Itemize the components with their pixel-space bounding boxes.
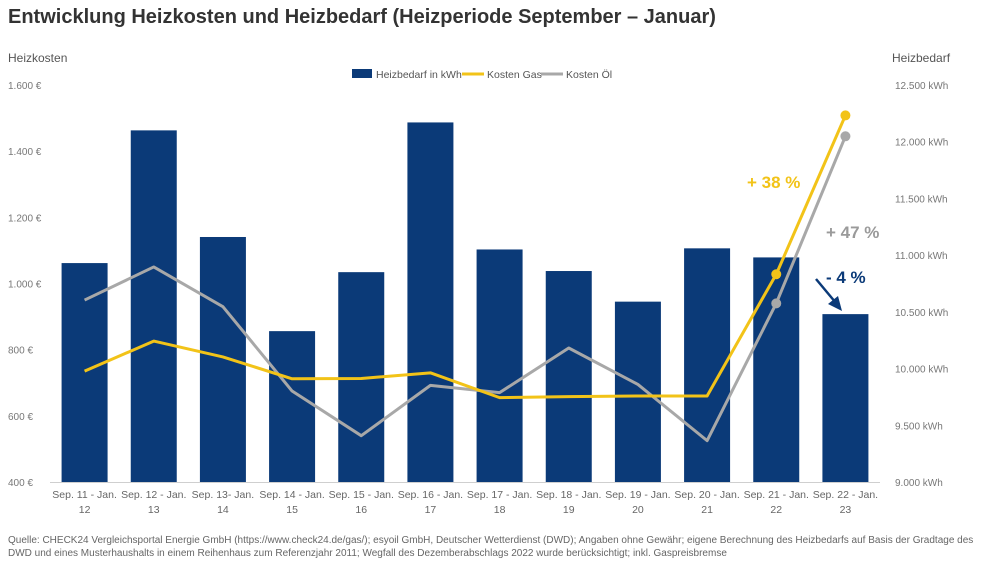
legend-swatch-heizbedarf bbox=[352, 69, 372, 78]
x-tick-label: 15 bbox=[286, 504, 298, 516]
annotation-gas: + 38 % bbox=[747, 173, 800, 192]
decrease-arrow-shaft bbox=[815, 278, 837, 304]
x-tick-label: 22 bbox=[770, 504, 782, 516]
kosten-gas-point bbox=[840, 110, 851, 121]
heizbedarf-bar bbox=[199, 236, 246, 482]
x-tick-label: 17 bbox=[425, 504, 437, 516]
x-tick-label: Sep. 17 - Jan. bbox=[467, 489, 532, 501]
kosten-oel-point bbox=[771, 298, 782, 309]
heizbedarf-bar bbox=[545, 271, 592, 482]
legend-label-heizbedarf: Heizbedarf in kWh bbox=[376, 69, 462, 81]
x-tick-label: Sep. 12 - Jan. bbox=[121, 489, 186, 501]
x-tick-label: 21 bbox=[701, 504, 713, 516]
heizbedarf-bar bbox=[407, 122, 454, 482]
kosten-oel-line bbox=[83, 135, 847, 443]
kosten-oel-point bbox=[840, 131, 851, 142]
right-tick-label: 12.000 kWh bbox=[895, 138, 948, 149]
left-tick-label: 1.600 € bbox=[8, 81, 42, 92]
x-tick-label: Sep. 20 - Jan. bbox=[674, 489, 739, 501]
legend-label-oil: Kosten Öl bbox=[566, 69, 612, 81]
x-tick-label: 13 bbox=[148, 504, 160, 516]
x-tick-label: 14 bbox=[217, 504, 229, 516]
heizbedarf-bar bbox=[614, 301, 661, 482]
decrease-arrow-icon bbox=[828, 296, 842, 311]
annotation-heizbedarf: - 4 % bbox=[826, 268, 866, 287]
x-tick-label: 19 bbox=[563, 504, 575, 516]
heizbedarf-bar bbox=[753, 257, 800, 482]
x-tick-label: Sep. 13- Jan. bbox=[192, 489, 254, 501]
right-tick-label: 10.500 kWh bbox=[895, 308, 948, 319]
right-tick-label: 11.000 kWh bbox=[895, 251, 948, 262]
x-tick-label: 16 bbox=[355, 504, 367, 516]
x-tick-label: Sep. 14 - Jan. bbox=[259, 489, 324, 501]
right-tick-label: 9.000 kWh bbox=[895, 478, 943, 489]
right-tick-label: 10.000 kWh bbox=[895, 365, 948, 376]
annotation-oil: + 47 % bbox=[826, 223, 879, 242]
legend-label-gas: Kosten Gas bbox=[487, 69, 542, 81]
x-tick-label: Sep. 15 - Jan. bbox=[329, 489, 394, 501]
left-tick-label: 400 € bbox=[8, 478, 33, 489]
right-tick-label: 12.500 kWh bbox=[895, 81, 948, 92]
right-axis-title: Heizbedarf bbox=[892, 51, 951, 65]
x-tick-label: Sep. 11 - Jan. bbox=[52, 489, 117, 501]
right-tick-label: 11.500 kWh bbox=[895, 194, 948, 205]
source-note: Quelle: CHECK24 Vergleichsportal Energie… bbox=[8, 535, 974, 559]
x-tick-label: Sep. 18 - Jan. bbox=[536, 489, 601, 501]
heizbedarf-bar bbox=[476, 249, 523, 482]
left-tick-label: 1.000 € bbox=[8, 280, 42, 291]
heizbedarf-bar bbox=[269, 331, 316, 482]
x-tick-label: 12 bbox=[79, 504, 91, 516]
x-tick-label: Sep. 16 - Jan. bbox=[398, 489, 463, 501]
kosten-gas-line bbox=[83, 114, 847, 400]
left-axis-title: Heizkosten bbox=[8, 51, 68, 65]
heizbedarf-bar bbox=[822, 314, 869, 482]
kosten-gas-point bbox=[771, 269, 782, 280]
left-tick-label: 1.400 € bbox=[8, 147, 42, 158]
x-tick-label: 23 bbox=[840, 504, 852, 516]
left-tick-label: 800 € bbox=[8, 346, 33, 357]
heizbedarf-bar bbox=[130, 130, 177, 482]
heizbedarf-bar bbox=[684, 248, 731, 482]
left-tick-label: 1.200 € bbox=[8, 213, 42, 224]
x-tick-label: 20 bbox=[632, 504, 644, 516]
chart-title: Entwicklung Heizkosten und Heizbedarf (H… bbox=[8, 6, 716, 28]
x-tick-label: Sep. 19 - Jan. bbox=[605, 489, 670, 501]
x-tick-label: 18 bbox=[494, 504, 506, 516]
heizbedarf-bar bbox=[61, 263, 108, 482]
left-tick-label: 600 € bbox=[8, 412, 33, 423]
x-tick-label: Sep. 22 - Jan. bbox=[813, 489, 878, 501]
right-tick-label: 9.500 kWh bbox=[895, 421, 943, 432]
x-tick-label: Sep. 21 - Jan. bbox=[744, 489, 809, 501]
